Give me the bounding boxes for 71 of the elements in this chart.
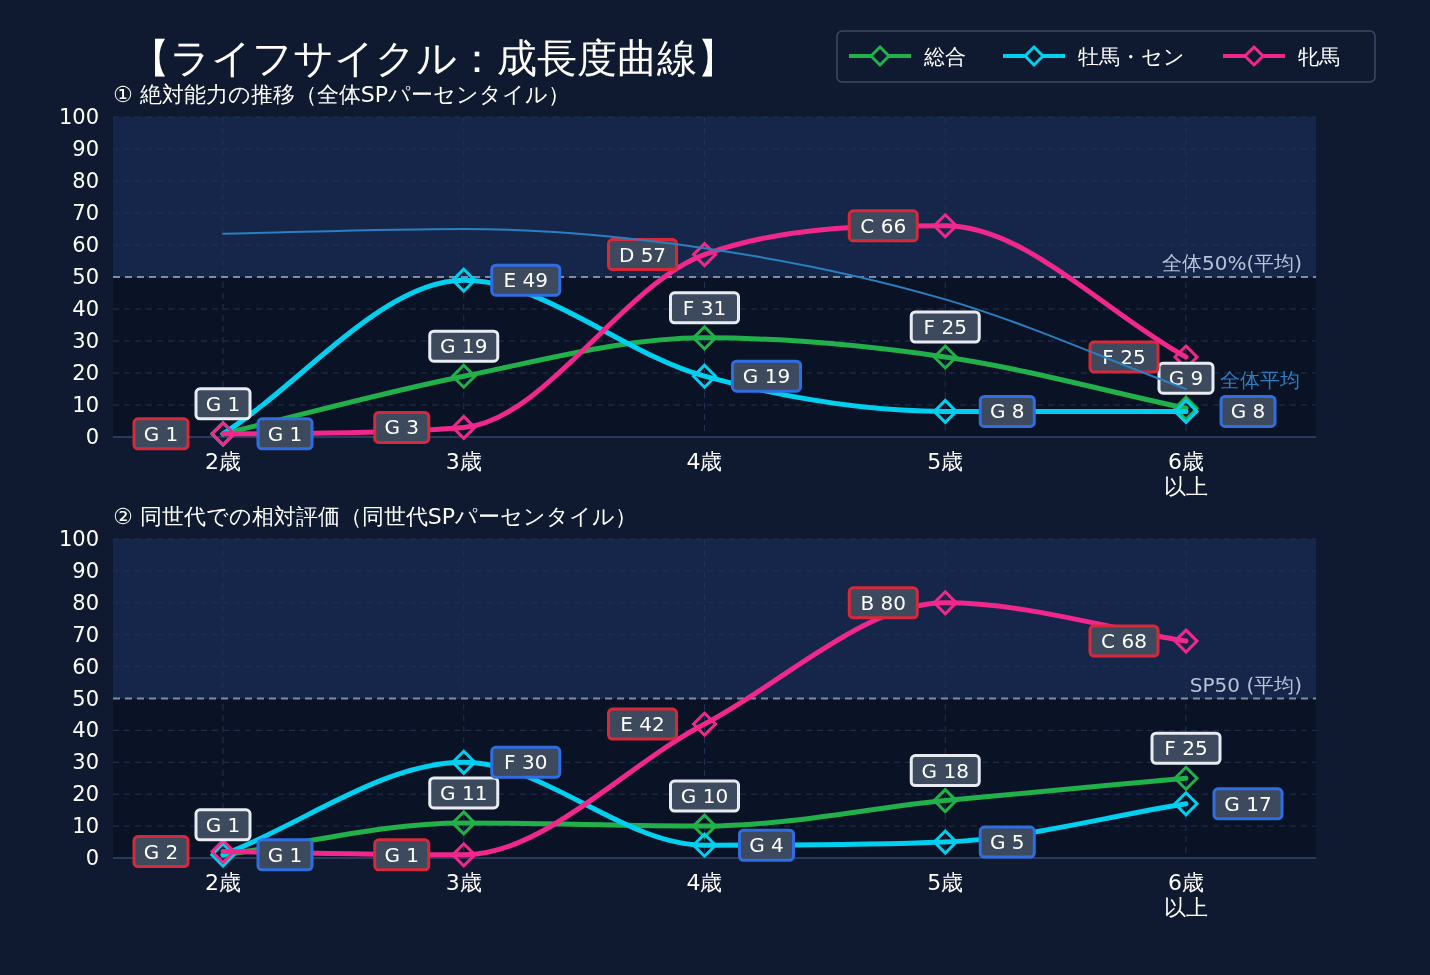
y-tick-label: 20 bbox=[72, 361, 99, 385]
y-tick-label: 40 bbox=[72, 718, 99, 743]
data-label: C 68 bbox=[1101, 629, 1147, 654]
x-tick-label: 5歳 bbox=[927, 870, 964, 895]
data-label: G 3 bbox=[384, 415, 420, 440]
y-tick-label: 50 bbox=[72, 686, 99, 711]
y-tick-label: 70 bbox=[72, 201, 99, 225]
legend-label: 牝馬 bbox=[1298, 45, 1340, 69]
data-label: G 5 bbox=[989, 830, 1025, 855]
data-label: G 19 bbox=[440, 334, 488, 359]
y-tick-label: 20 bbox=[72, 782, 99, 807]
y-tick-label: 90 bbox=[72, 137, 99, 161]
data-label: G 1 bbox=[205, 812, 241, 837]
data-label: F 30 bbox=[504, 750, 548, 775]
x-tick-label: 2歳 bbox=[205, 870, 241, 895]
legend-label: 牡馬・セン bbox=[1078, 45, 1185, 69]
x-tick-label: 6歳以上 bbox=[1164, 449, 1208, 500]
chart-title: 【ライフサイクル：成長度曲線】 bbox=[130, 35, 737, 81]
data-label: E 49 bbox=[503, 268, 548, 293]
x-tick-label: 4歳 bbox=[686, 870, 723, 895]
data-label: G 2 bbox=[143, 839, 179, 864]
series-label: 全体平均 bbox=[1220, 368, 1300, 392]
data-label: G 1 bbox=[205, 391, 241, 416]
data-label: G 1 bbox=[143, 421, 179, 446]
y-tick-label: 100 bbox=[58, 527, 99, 551]
data-label: G 8 bbox=[1230, 399, 1266, 424]
data-label: G 9 bbox=[1168, 366, 1204, 391]
chart-subtitle: ① 絶対能力の推移（全体SPパーセンタイル） bbox=[113, 82, 570, 107]
y-tick-label: 0 bbox=[85, 425, 99, 449]
x-tick-label: 3歳 bbox=[445, 449, 482, 474]
y-tick-label: 10 bbox=[72, 393, 99, 417]
data-label: F 25 bbox=[923, 315, 967, 339]
y-tick-label: 80 bbox=[72, 590, 99, 615]
data-label: G 1 bbox=[384, 842, 420, 867]
y-tick-label: 100 bbox=[58, 105, 99, 129]
y-tick-label: 60 bbox=[72, 654, 99, 679]
x-tick-label: 2歳 bbox=[205, 449, 241, 474]
y-tick-label: 30 bbox=[72, 329, 99, 353]
data-label: D 57 bbox=[618, 242, 667, 267]
data-label: F 31 bbox=[682, 295, 727, 320]
ref-line-label: SP50 (平均) bbox=[1189, 672, 1302, 697]
y-tick-label: 50 bbox=[72, 265, 99, 289]
data-label: G 17 bbox=[1224, 791, 1272, 816]
y-tick-label: 60 bbox=[72, 233, 99, 257]
x-tick-label: 5歳 bbox=[927, 449, 964, 474]
data-label: G 11 bbox=[440, 780, 488, 805]
y-tick-label: 80 bbox=[72, 169, 99, 193]
ref-line-label: 全体50%(平均) bbox=[1161, 251, 1302, 275]
legend-label: 総合 bbox=[923, 45, 966, 69]
y-tick-label: 70 bbox=[72, 622, 99, 647]
x-tick-label: 3歳 bbox=[445, 870, 482, 895]
y-tick-label: 90 bbox=[72, 558, 99, 583]
y-tick-label: 10 bbox=[72, 814, 99, 839]
y-tick-label: 0 bbox=[85, 846, 99, 870]
data-label: G 1 bbox=[267, 842, 303, 867]
x-tick-label: 4歳 bbox=[686, 449, 723, 474]
y-tick-label: 40 bbox=[72, 297, 99, 321]
x-tick-label: 6歳以上 bbox=[1164, 870, 1208, 921]
data-label: G 19 bbox=[742, 364, 791, 389]
data-label: E 42 bbox=[620, 712, 665, 737]
data-label: C 66 bbox=[860, 213, 907, 238]
data-label: B 80 bbox=[860, 590, 907, 615]
data-label: G 10 bbox=[680, 784, 729, 809]
data-label: G 1 bbox=[267, 421, 303, 446]
data-label: G 18 bbox=[921, 758, 969, 783]
data-label: G 8 bbox=[989, 399, 1025, 424]
y-tick-label: 30 bbox=[72, 750, 99, 775]
chart-title: ② 同世代での相対評価（同世代SPパーセンタイル） bbox=[113, 504, 637, 529]
data-label: F 25 bbox=[1102, 345, 1146, 369]
data-label: F 25 bbox=[1164, 736, 1208, 761]
data-label: G 4 bbox=[749, 833, 784, 858]
